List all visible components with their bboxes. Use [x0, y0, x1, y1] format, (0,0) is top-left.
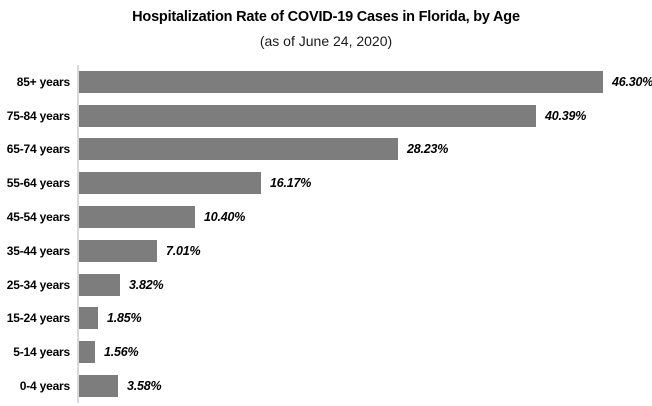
- category-label: 35-44 years: [6, 243, 70, 258]
- bar: [77, 375, 118, 398]
- category-label: 5-14 years: [13, 345, 70, 360]
- category-label: 45-54 years: [6, 210, 70, 225]
- bar-row: 25-34 years 3.82%: [0, 268, 652, 302]
- bar-row: 5-14 years 1.56%: [0, 335, 652, 369]
- value-label: 3.58%: [127, 379, 162, 394]
- bar-row: 55-64 years 16.17%: [0, 166, 652, 200]
- bar: [77, 206, 195, 229]
- bar: [77, 273, 120, 296]
- bar: [77, 70, 603, 93]
- bar: [77, 104, 536, 127]
- y-axis-line: [77, 65, 79, 403]
- value-label: 46.30%: [612, 74, 652, 89]
- bar-row: 75-84 years 40.39%: [0, 99, 652, 133]
- value-label: 16.17%: [270, 176, 312, 191]
- value-label: 3.82%: [129, 277, 164, 292]
- bar-row: 85+ years 46.30%: [0, 65, 652, 99]
- bar-track: 16.17%: [77, 172, 652, 195]
- category-label: 15-24 years: [6, 311, 70, 326]
- category-label: 0-4 years: [19, 379, 70, 394]
- bar-row: 15-24 years 1.85%: [0, 302, 652, 336]
- bar-row: 45-54 years 10.40%: [0, 200, 652, 234]
- plot-area: 85+ years 46.30% 75-84 years 40.39% 65-74 ye…: [0, 65, 652, 403]
- bar-track: 7.01%: [77, 239, 652, 262]
- value-label: 1.56%: [104, 345, 139, 360]
- value-label: 7.01%: [166, 243, 201, 258]
- bar-track: 46.30%: [77, 70, 652, 93]
- bar-track: 1.56%: [77, 341, 652, 364]
- value-label: 1.85%: [107, 311, 142, 326]
- bar: [77, 307, 98, 330]
- bar: [77, 138, 398, 161]
- value-label: 10.40%: [204, 210, 246, 225]
- bar: [77, 341, 95, 364]
- bar-track: 40.39%: [77, 104, 652, 127]
- bar-rows: 85+ years 46.30% 75-84 years 40.39% 65-74 ye…: [0, 65, 652, 403]
- bar-row: 65-74 years 28.23%: [0, 133, 652, 167]
- bar-track: 10.40%: [77, 206, 652, 229]
- category-label: 65-74 years: [6, 142, 70, 157]
- bar-track: 1.85%: [77, 307, 652, 330]
- bar-row: 35-44 years 7.01%: [0, 234, 652, 268]
- bar-track: 3.58%: [77, 375, 652, 398]
- value-label: 28.23%: [407, 142, 449, 157]
- bar: [77, 172, 261, 195]
- value-label: 40.39%: [545, 108, 587, 123]
- bar-track: 3.82%: [77, 273, 652, 296]
- category-label: 75-84 years: [6, 108, 70, 123]
- bar-row: 0-4 years 3.58%: [0, 369, 652, 403]
- bar-track: 28.23%: [77, 138, 652, 161]
- chart-subtitle: (as of June 24, 2020): [259, 33, 393, 49]
- category-label: 55-64 years: [6, 176, 70, 191]
- chart-title: Hospitalization Rate of COVID-19 Cases i…: [132, 9, 520, 25]
- bar: [77, 239, 157, 262]
- category-label: 25-34 years: [6, 277, 70, 292]
- category-label: 85+ years: [16, 74, 70, 89]
